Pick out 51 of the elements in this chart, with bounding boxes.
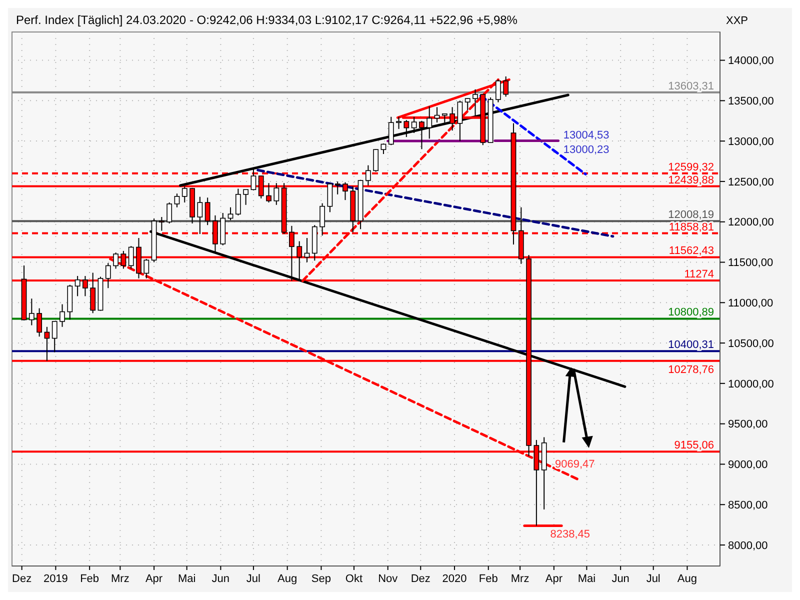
x-tick-label: Dez	[12, 573, 32, 585]
x-tick-label: 2019	[43, 573, 68, 585]
annotation: 8238,45	[550, 528, 590, 541]
ref-line-label: 9155,06	[674, 440, 714, 452]
x-tick-label: Apr	[145, 573, 163, 585]
x-tick-label: 2020	[442, 573, 467, 585]
x-tick-label: Apr	[545, 573, 563, 585]
ref-line-label: 11858,81	[668, 221, 714, 234]
ref-line-label: 11562,43	[668, 245, 714, 258]
y-tick-label: 10500,00	[728, 338, 774, 350]
ref-line-label: 12008,19	[668, 209, 714, 222]
ref-line-label: 10800,89	[668, 306, 714, 319]
ref-line-label: 13603,31	[668, 80, 714, 92]
y-tick-label: 13000,00	[728, 136, 774, 148]
ref-line-label: 10278,76	[668, 364, 714, 376]
y-tick-label: 8500,00	[728, 499, 768, 512]
x-tick-label: Mrz	[510, 573, 530, 585]
y-tick-label: 9500,00	[728, 418, 768, 431]
x-tick-label: Sep	[311, 573, 331, 585]
y-tick-label: 11500,00	[728, 257, 774, 270]
chart-title: Perf. Index [Täglich] 24.03.2020 - O:9242,06 H:9334,03 L:9102,17 C:9264,11 +522,96 +5,98%	[16, 13, 518, 27]
x-tick-label: Nov	[378, 573, 398, 585]
x-tick-label: Feb	[80, 573, 100, 585]
x-tick-label: Aug	[278, 573, 298, 585]
x-tick-label: Jul	[646, 573, 660, 585]
ref-line-label: 10400,31	[668, 339, 714, 352]
ref-line-label: 12439,88	[668, 174, 714, 186]
y-axis-title: XXP	[726, 15, 748, 27]
annotation: 13000,23	[563, 144, 610, 156]
y-tick-label: 13500,00	[728, 96, 774, 108]
x-tick-label: Okt	[345, 573, 363, 585]
annotation: 9069,47	[555, 458, 595, 471]
annotation: 13004,53	[563, 130, 610, 142]
x-tick-label: Dez	[410, 573, 430, 585]
x-tick-label: Mai	[578, 573, 596, 585]
x-tick-label: Jun	[612, 573, 630, 585]
x-tick-label: Feb	[478, 573, 498, 585]
y-tick-label: 11000,00	[728, 297, 774, 310]
y-tick-label: 12500,00	[728, 176, 774, 188]
y-tick-label: 10000,00	[728, 378, 774, 390]
ref-line-label: 12599,32	[668, 161, 714, 174]
x-tick-label: Aug	[677, 573, 698, 585]
y-tick-label: 9000,00	[728, 459, 768, 472]
y-tick-label: 14000,00	[728, 55, 774, 68]
y-tick-label: 8000,00	[728, 540, 768, 552]
x-tick-label: Mai	[178, 573, 196, 585]
ref-line-label: 11274	[684, 268, 714, 280]
x-tick-label: Jun	[212, 573, 230, 585]
x-tick-label: Mrz	[111, 573, 130, 585]
y-tick-label: 12000,00	[728, 216, 774, 229]
x-tick-label: Jul	[246, 573, 260, 585]
